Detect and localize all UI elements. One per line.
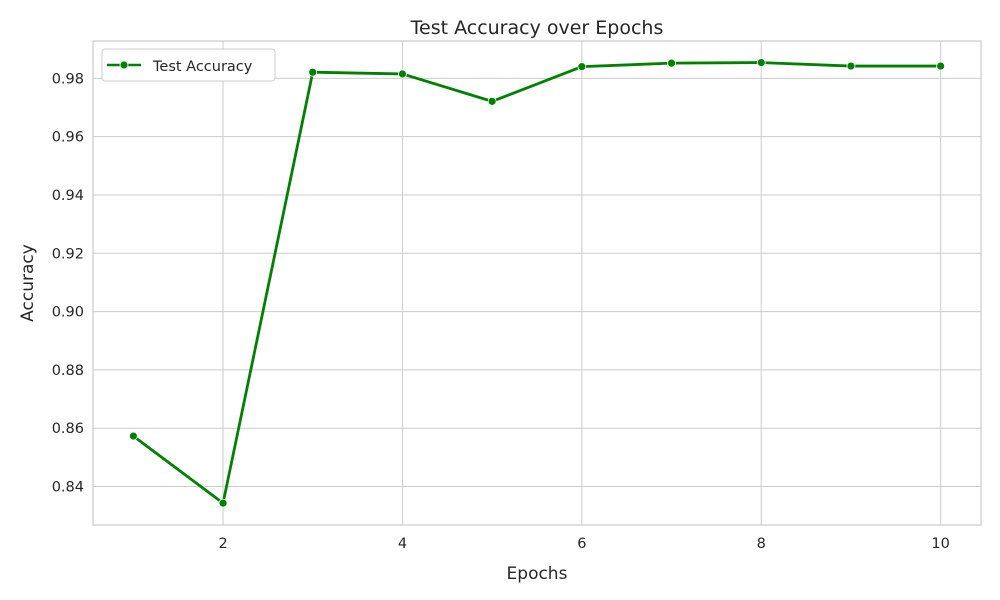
y-tick-label: 0.92 [52, 246, 84, 262]
data-point [577, 62, 587, 72]
data-point [308, 67, 318, 77]
data-point [128, 431, 138, 441]
x-tick-label: 4 [398, 536, 407, 552]
chart-title: Test Accuracy over Epochs [410, 17, 664, 39]
y-tick-label: 0.94 [52, 188, 84, 204]
tick-labels: 2 4 6 8 10 0.84 0.86 0.88 0.90 0.92 0.94 0.96 0.98 [52, 71, 950, 552]
data-point [218, 498, 228, 508]
y-tick-label: 0.90 [52, 305, 84, 321]
x-tick-label: 6 [577, 536, 586, 552]
y-tick-label: 0.98 [52, 71, 84, 87]
data-point [846, 61, 856, 71]
data-point [756, 58, 766, 67]
x-tick-label: 8 [757, 536, 766, 552]
grid-lines [93, 41, 981, 525]
data-point [936, 61, 946, 71]
x-tick-label: 10 [931, 536, 949, 552]
y-tick-label: 0.88 [52, 363, 84, 379]
series-layer [128, 58, 946, 508]
legend-label: Test Accuracy [152, 59, 253, 75]
data-point [667, 58, 676, 68]
data-point [487, 96, 497, 106]
plot-frame [92, 40, 982, 526]
x-axis-label: Epochs [507, 564, 568, 584]
data-point [398, 69, 407, 79]
series-line [131, 61, 943, 505]
legend-box [101, 48, 276, 82]
y-tick-label: 0.86 [52, 421, 84, 437]
y-tick-label: 0.84 [52, 480, 84, 496]
legend-marker [119, 60, 129, 70]
legend: Test Accuracy [101, 48, 276, 82]
x-tick-label: 2 [218, 536, 227, 552]
y-axis-label: Accuracy [18, 244, 38, 322]
y-tick-label: 0.96 [52, 130, 84, 146]
